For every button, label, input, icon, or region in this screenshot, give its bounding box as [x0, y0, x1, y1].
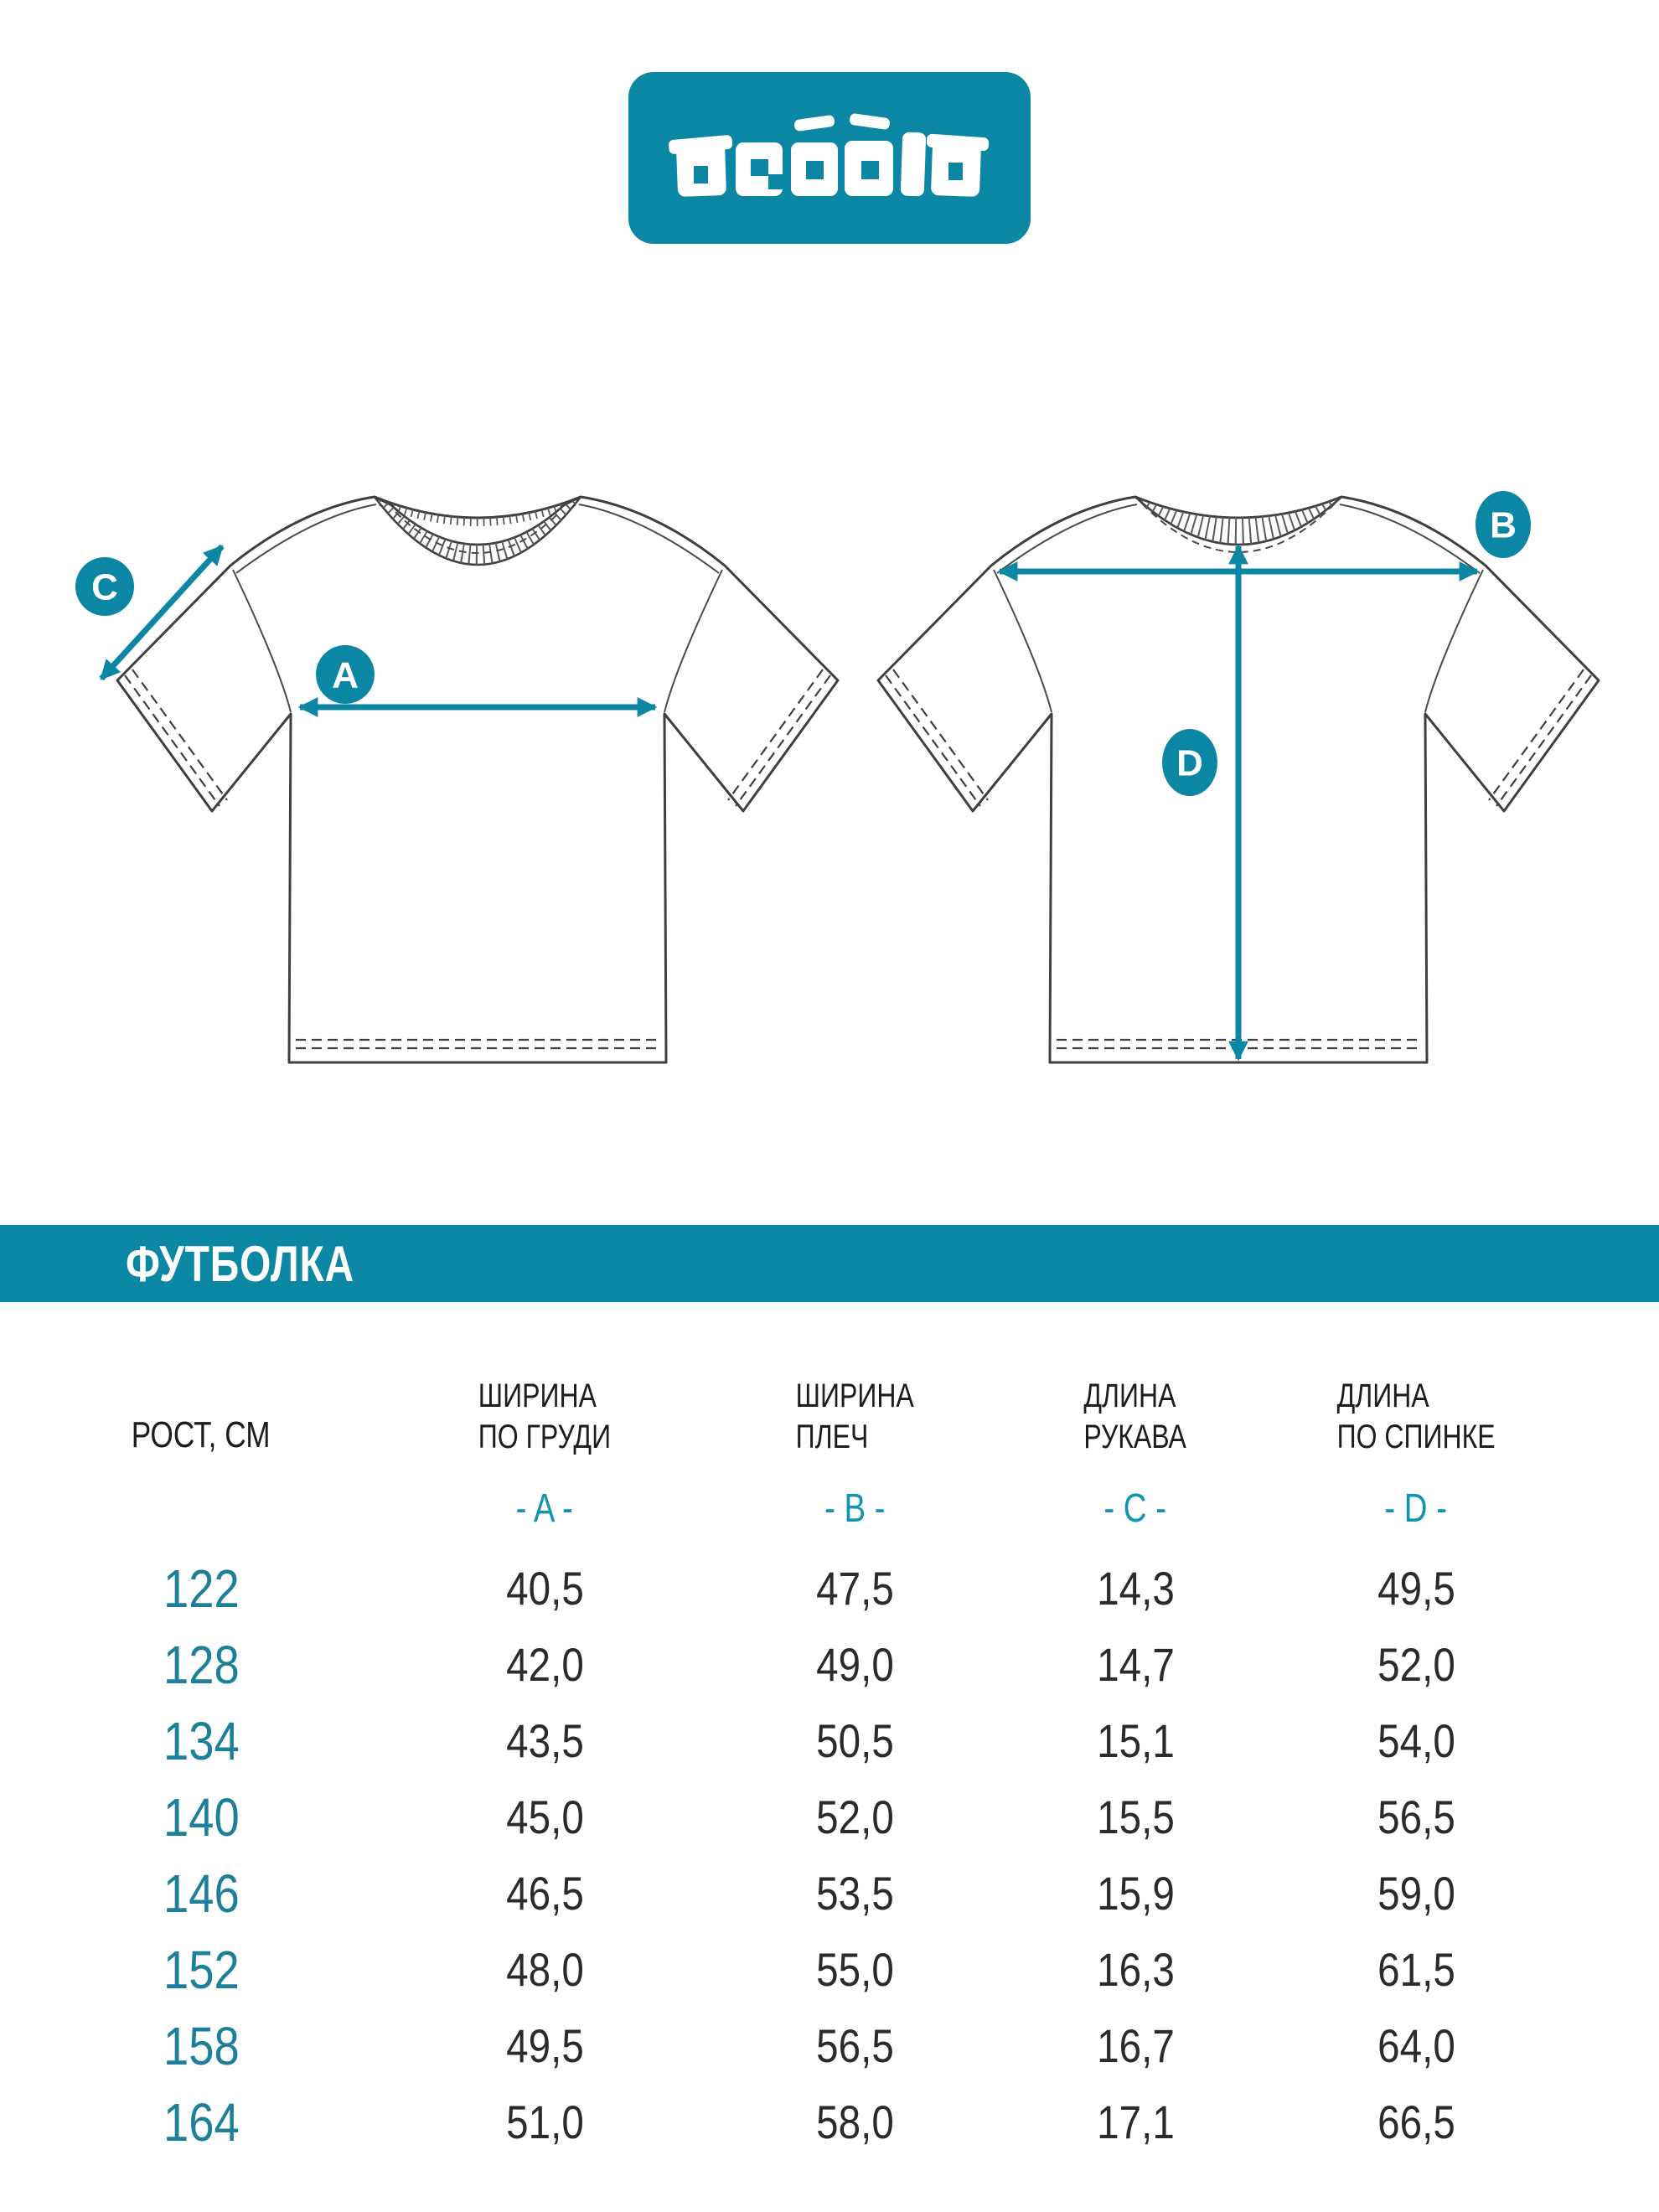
- badge-c: C: [75, 557, 134, 616]
- value-c: 16,7: [1096, 2019, 1175, 2072]
- back-neck-ribbing: [378, 497, 577, 526]
- letter-d: - D -: [1384, 1486, 1448, 1531]
- page-title: ФУТБОЛКА: [126, 1235, 355, 1292]
- tshirt-front-view: C A: [75, 495, 840, 1064]
- logo-letter-counters: [694, 159, 963, 189]
- acoola-logo: [628, 72, 1031, 244]
- size-label: 146: [163, 1863, 240, 1924]
- size-label: 140: [163, 1786, 240, 1848]
- value-d: 59,0: [1377, 1867, 1455, 1920]
- badge-d: D: [1162, 729, 1217, 796]
- value-d: 56,5: [1377, 1791, 1455, 1843]
- value-b: 58,0: [815, 2096, 894, 2148]
- col-header-back-length: ДЛИНА ПО СПИНКЕ: [1336, 1377, 1496, 1456]
- value-a: 46,5: [505, 1867, 584, 1920]
- size-label: 152: [163, 1939, 240, 2000]
- title-banner: ФУТБОЛКА: [0, 1225, 1659, 1302]
- collar-seam-stitch: [395, 511, 561, 554]
- value-a: 40,5: [505, 1562, 584, 1615]
- value-b: 56,5: [815, 2019, 894, 2072]
- value-c: 16,3: [1096, 1943, 1175, 1996]
- size-label: 134: [163, 1710, 240, 1771]
- value-a: 49,5: [505, 2019, 584, 2072]
- value-b: 55,0: [815, 1943, 894, 1996]
- letter-cell-empty: [25, 1466, 377, 1550]
- value-d: 52,0: [1377, 1638, 1455, 1691]
- value-b: 52,0: [815, 1791, 894, 1843]
- size-table: РОСТ, СМ ШИРИНА ПО ГРУДИ ШИРИНА ПЛЕЧ ДЛИНА…: [25, 1341, 1558, 2160]
- col-header-height: РОСТ, СМ: [132, 1414, 271, 1456]
- tshirt-back-view: B D: [876, 491, 1600, 1064]
- value-a: 51,0: [505, 2096, 584, 2148]
- size-label: 164: [163, 2091, 240, 2153]
- col-header-chest-width: ШИРИНА ПО ГРУДИ: [478, 1377, 612, 1456]
- shoulder-seams: [232, 504, 723, 713]
- badge-a-label: A: [332, 654, 359, 695]
- value-c: 15,1: [1096, 1714, 1175, 1767]
- value-a: 48,0: [505, 1943, 584, 1996]
- value-b: 47,5: [815, 1562, 894, 1615]
- badge-a: A: [316, 645, 375, 704]
- value-c: 15,5: [1096, 1791, 1175, 1843]
- badge-c-label: C: [91, 566, 118, 607]
- value-b: 53,5: [815, 1867, 894, 1920]
- front-outline: [116, 495, 840, 1064]
- shoulder-seams: [993, 504, 1484, 713]
- value-d: 49,5: [1377, 1562, 1455, 1615]
- value-c: 14,3: [1096, 1562, 1175, 1615]
- value-d: 54,0: [1377, 1714, 1455, 1767]
- value-a: 43,5: [505, 1714, 584, 1767]
- letter-b: - B -: [824, 1486, 886, 1531]
- value-c: 15,9: [1096, 1867, 1175, 1920]
- badge-b: B: [1476, 491, 1531, 558]
- value-d: 66,5: [1377, 2096, 1455, 2148]
- value-d: 61,5: [1377, 1943, 1455, 1996]
- value-a: 42,0: [505, 1638, 584, 1691]
- letter-c: - C -: [1103, 1486, 1167, 1531]
- hem-stitching: [124, 669, 831, 1050]
- value-b: 50,5: [815, 1714, 894, 1767]
- value-c: 14,7: [1096, 1638, 1175, 1691]
- badge-d-label: D: [1176, 742, 1203, 783]
- letter-a: - A -: [515, 1486, 574, 1531]
- size-label: 122: [163, 1558, 240, 1619]
- value-a: 45,0: [505, 1791, 584, 1843]
- sleeve-length-arrow-c: [99, 544, 225, 681]
- acoola-logo-graphic: [628, 72, 1031, 244]
- col-header-sleeve-length: ДЛИНА РУКАВА: [1083, 1377, 1187, 1456]
- value-d: 64,0: [1377, 2019, 1455, 2072]
- badge-b-label: B: [1490, 504, 1517, 545]
- value-c: 17,1: [1096, 2096, 1175, 2148]
- size-label: 128: [163, 1634, 240, 1695]
- col-header-shoulder-width: ШИРИНА ПЛЕЧ: [795, 1377, 914, 1456]
- value-b: 49,0: [815, 1638, 894, 1691]
- size-label: 158: [163, 2015, 240, 2076]
